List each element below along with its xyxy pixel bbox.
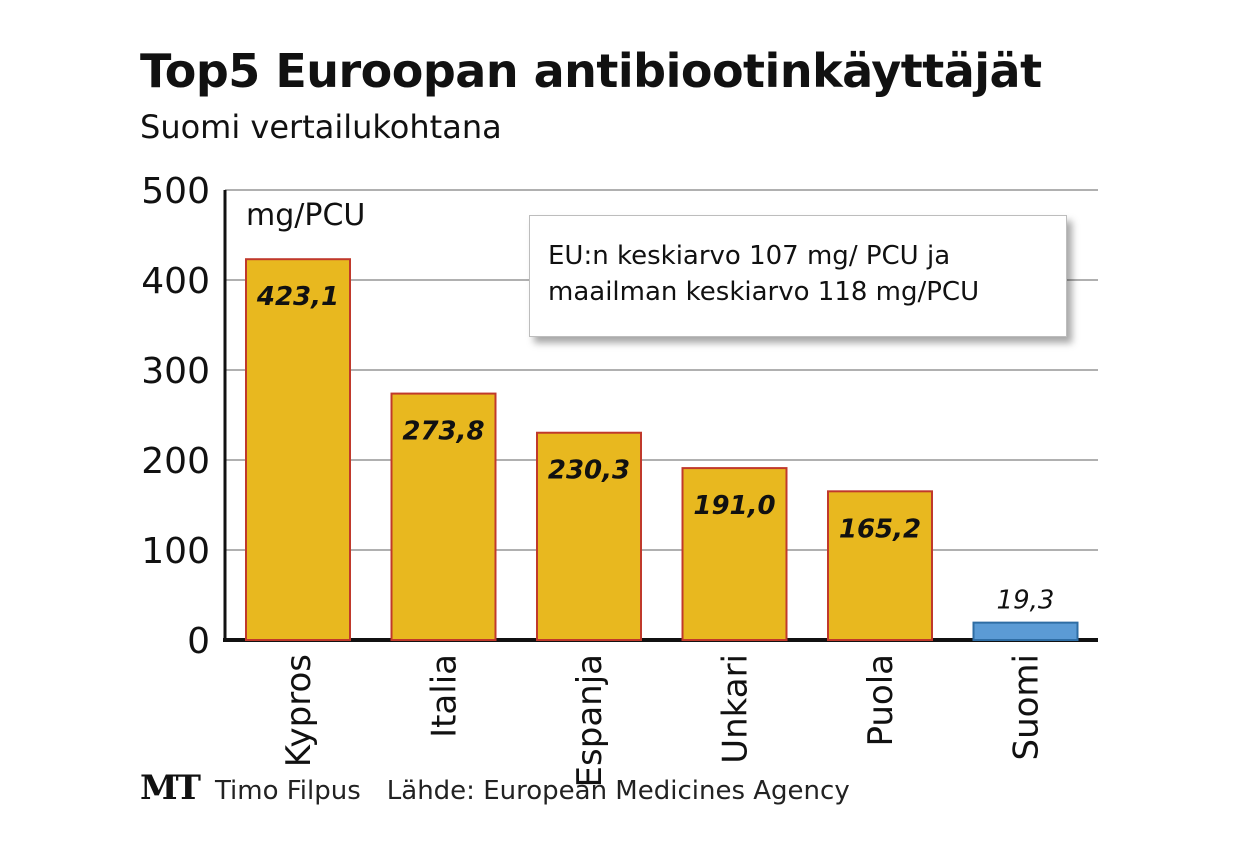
data-label: 19,3 bbox=[997, 586, 1055, 616]
author: Timo Filpus bbox=[214, 776, 361, 806]
bar bbox=[972, 621, 1079, 642]
y-tick-label: 500 bbox=[141, 171, 210, 212]
x-tick-label: Espanja bbox=[570, 654, 610, 787]
bar bbox=[390, 392, 497, 641]
x-tick-label: Unkari bbox=[716, 654, 756, 764]
chart-subtitle: Suomi vertailukohtana bbox=[140, 108, 502, 146]
y-tick-label: 400 bbox=[141, 261, 210, 302]
x-tick-label: Suomi bbox=[1007, 654, 1047, 761]
x-tick-label: Kypros bbox=[279, 654, 319, 767]
data-label: 230,3 bbox=[548, 456, 630, 486]
bar bbox=[245, 258, 351, 641]
bar bbox=[827, 490, 933, 641]
bar bbox=[536, 431, 642, 642]
note-line-1: EU:n keskiarvo 107 mg/ PCU ja bbox=[548, 241, 951, 271]
y-tick-label: 100 bbox=[141, 531, 210, 572]
x-tick-label: Puola bbox=[861, 654, 901, 747]
bars bbox=[245, 258, 1079, 642]
y-tick-label: 0 bbox=[187, 621, 210, 662]
data-label: 165,2 bbox=[839, 514, 921, 544]
x-tick-label: Italia bbox=[425, 654, 465, 738]
data-label: 191,0 bbox=[693, 491, 775, 521]
y-tick-label: 300 bbox=[141, 351, 210, 392]
mt-logo: MT bbox=[140, 768, 201, 808]
unit-label: mg/PCU bbox=[246, 198, 365, 233]
chart-title: Top5 Euroopan antibiootinkäyttäjät bbox=[140, 44, 1042, 98]
labels: 0 100 200 300 400 500 423,1 Kypros 273,8 Italia 23… bbox=[141, 171, 1054, 787]
data-label: 423,1 bbox=[256, 282, 339, 312]
data-label: 273,8 bbox=[402, 417, 484, 447]
source: Lähde: European Medicines Agency bbox=[386, 776, 850, 806]
footer: MT Timo Filpus Lähde: European Medicines… bbox=[140, 768, 850, 808]
average-note: EU:n keskiarvo 107 mg/ PCU ja maailman k… bbox=[529, 215, 1067, 337]
y-tick-label: 200 bbox=[141, 441, 210, 482]
note-line-2: maailman keskiarvo 118 mg/PCU bbox=[548, 277, 980, 307]
bar bbox=[681, 467, 788, 641]
